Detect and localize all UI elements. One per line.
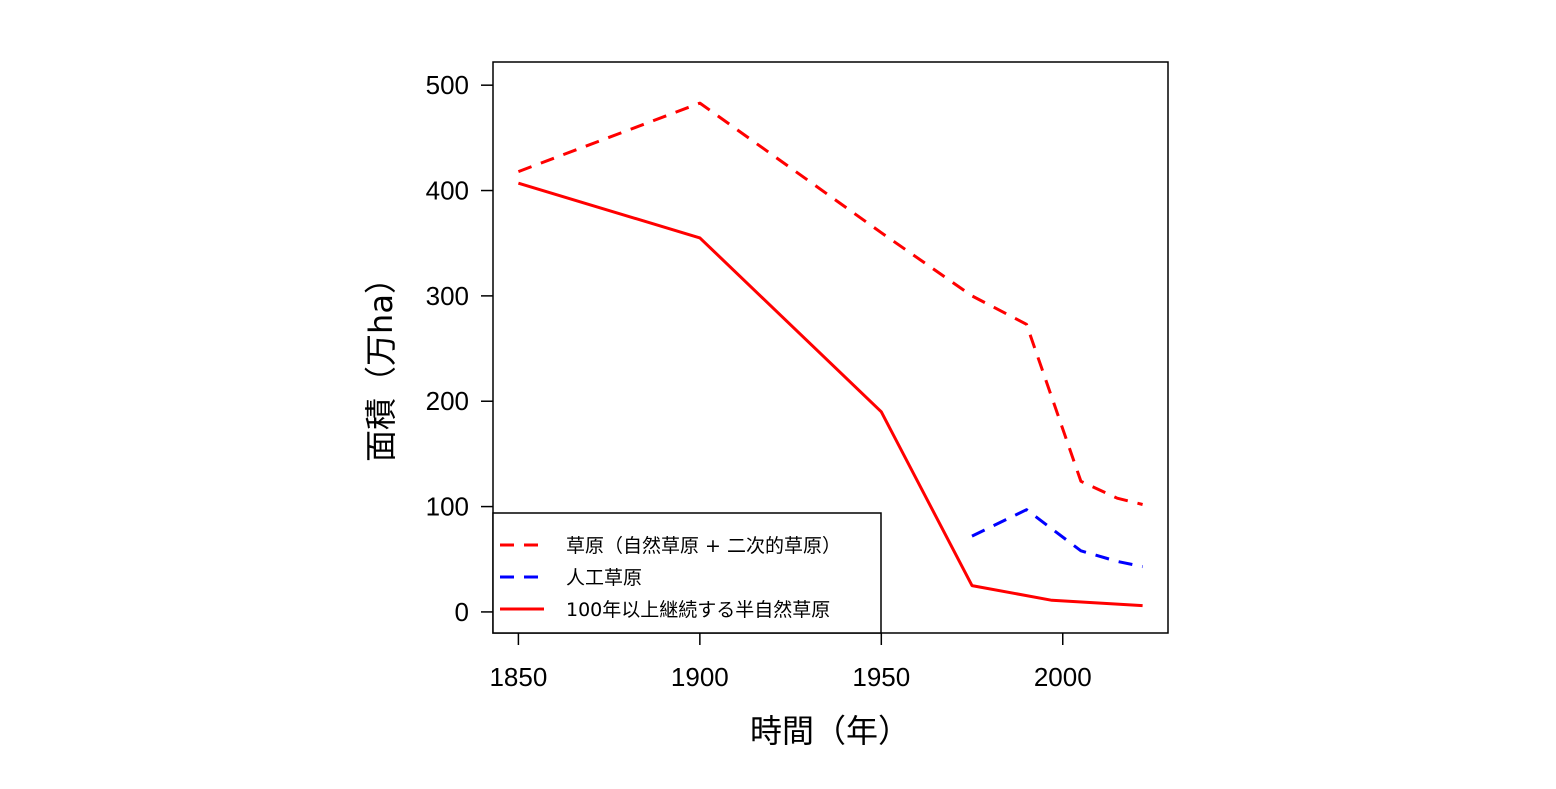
x-axis: 1850 1900 1950 2000 — [489, 633, 1092, 692]
y-tick-label: 400 — [426, 176, 469, 206]
y-tick-label: 200 — [426, 386, 469, 416]
series-line-1 — [517, 101, 1143, 506]
x-tick-label: 1850 — [489, 662, 547, 692]
y-tick-label: 500 — [426, 70, 469, 100]
legend-label-1: 草原（自然草原 + 二次的草原） — [566, 535, 841, 557]
legend-label-3: 100年以上継続する半自然草原 — [566, 599, 830, 621]
x-tick-label: 1900 — [671, 662, 729, 692]
series-line-3 — [517, 181, 1143, 608]
x-tick-label: 2000 — [1034, 662, 1092, 692]
y-axis-title: 面積（万ha） — [362, 262, 400, 462]
x-axis-title: 時間（年） — [750, 712, 910, 750]
y-tick-label: 0 — [455, 597, 469, 627]
series-layer — [517, 101, 1143, 608]
legend-box — [492, 512, 882, 634]
legend: 草原（自然草原 + 二次的草原） 人工草原 100年以上継続する半自然草原 — [492, 512, 882, 634]
legend-label-2: 人工草原 — [566, 567, 642, 589]
series-line-2 — [971, 508, 1143, 569]
y-axis: 0 100 200 300 400 500 — [426, 70, 493, 627]
y-tick-label: 100 — [426, 492, 469, 522]
x-tick-label: 1950 — [852, 662, 910, 692]
y-tick-label: 300 — [426, 281, 469, 311]
